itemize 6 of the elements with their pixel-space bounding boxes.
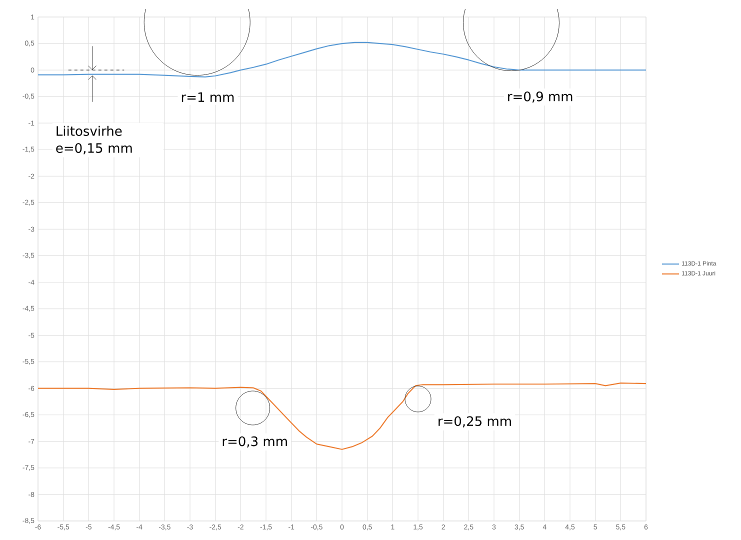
annotation: r=1 mm: [182, 92, 234, 102]
annotation: r=0,9 mm: [508, 92, 572, 103]
annotation: Liitosvirhe e=0,15 mm: [56, 126, 132, 154]
annotation: r=0,25 mm: [438, 416, 511, 428]
line-series: [38, 382, 646, 450]
annotation: r=0,3 mm: [222, 436, 287, 448]
